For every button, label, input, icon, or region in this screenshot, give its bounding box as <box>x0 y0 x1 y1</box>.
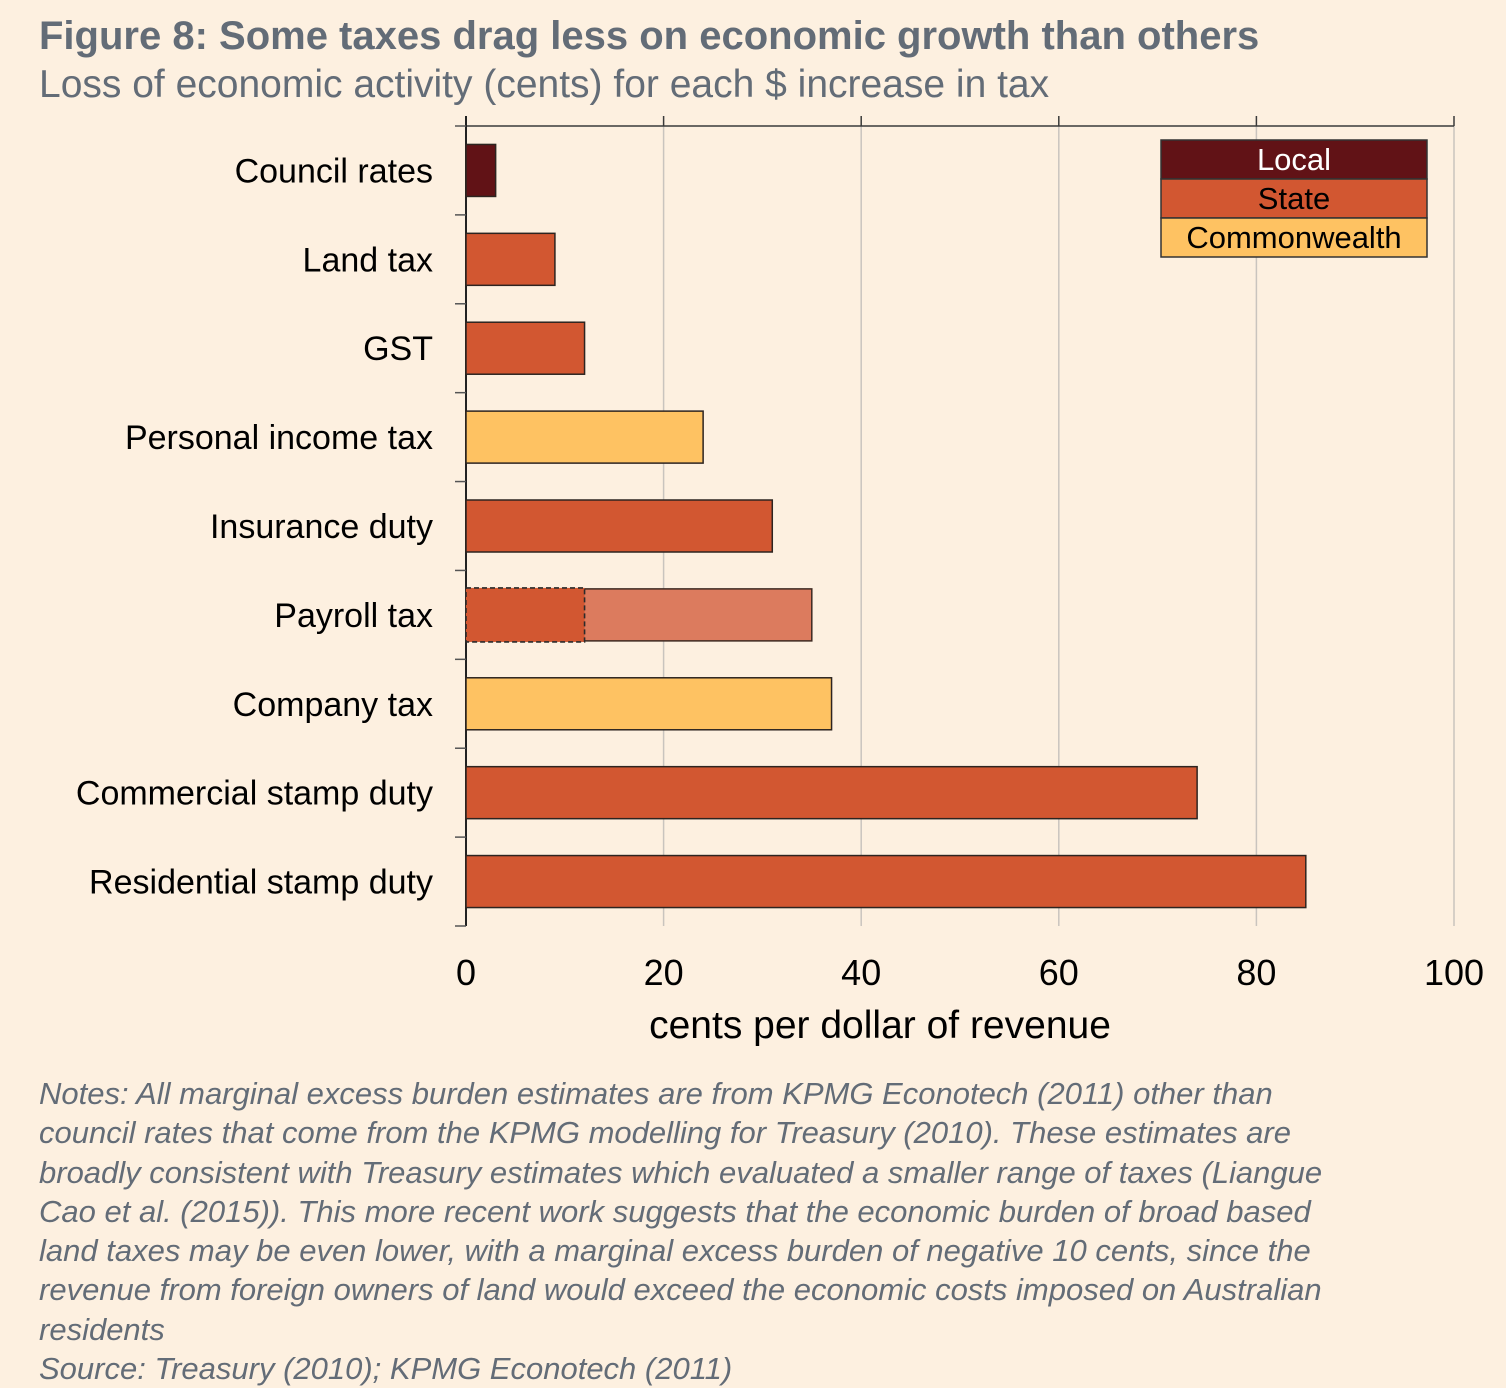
bar <box>465 499 774 553</box>
chart-title: Figure 8: Some taxes drag less on econom… <box>39 14 1260 58</box>
x-axis-label: cents per dollar of revenue <box>649 1004 1111 1047</box>
category-label: Council rates <box>235 152 433 190</box>
category-label: GST <box>363 330 433 368</box>
notes-line: revenue from foreign owners of land woul… <box>39 1272 1322 1308</box>
category-label: Insurance duty <box>210 508 433 546</box>
bar <box>465 765 1198 820</box>
notes: Notes: All marginal excess burden estima… <box>39 1074 1479 1388</box>
notes-line: Cao et al. (2015)). This more recent wor… <box>39 1193 1311 1229</box>
source-line: Source: Treasury (2010); KPMG Econotech … <box>39 1351 733 1387</box>
category-label: Residential stamp duty <box>89 864 433 902</box>
legend-label: Local <box>1257 142 1331 177</box>
bar <box>465 143 497 198</box>
category-label: Land tax <box>303 241 433 279</box>
notes-line: broadly consistent with Treasury estimat… <box>39 1154 1323 1190</box>
category-label: Personal income tax <box>125 419 433 457</box>
bar-chart: Council rates Land tax GST Personal income … <box>76 116 1484 1047</box>
legend-label: Commonwealth <box>1186 220 1401 255</box>
legend-swatch-state <box>1160 178 1428 219</box>
x-tick-label: 100 <box>1424 952 1484 993</box>
legend-label: State <box>1258 181 1330 216</box>
chart-subtitle: Loss of economic activity (cents) for ea… <box>39 63 1050 106</box>
bar-payroll-tax-dashed-segment <box>465 587 586 643</box>
x-tick-label: 80 <box>1236 952 1276 993</box>
notes-line: land taxes may be even lower, with a mar… <box>39 1233 1311 1269</box>
notes-line: residents <box>39 1311 165 1347</box>
notes-line: council rates that come from the KPMG mo… <box>39 1115 1291 1151</box>
legend-swatch-local <box>1160 139 1428 180</box>
category-label: Payroll tax <box>274 597 433 635</box>
bar <box>465 321 586 375</box>
bar <box>465 854 1307 909</box>
bar <box>465 232 556 287</box>
notes-line: Notes: All marginal excess burden estima… <box>39 1076 1273 1111</box>
bar <box>465 677 833 731</box>
legend-swatch-commonwealth <box>1160 217 1428 258</box>
category-label: Commercial stamp duty <box>76 775 433 813</box>
x-tick-label: 0 <box>456 952 476 993</box>
x-tick-label: 20 <box>644 952 684 993</box>
x-tick-label: 60 <box>1039 952 1079 993</box>
category-label: Company tax <box>233 686 433 724</box>
bar <box>465 410 704 464</box>
x-tick-label: 40 <box>841 952 881 993</box>
